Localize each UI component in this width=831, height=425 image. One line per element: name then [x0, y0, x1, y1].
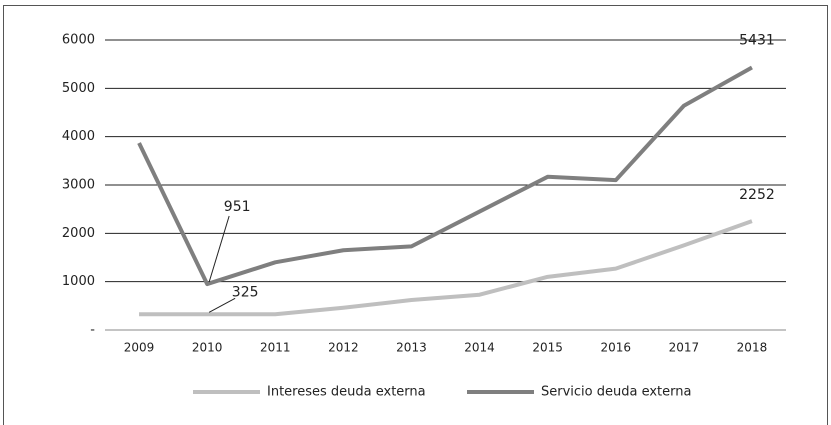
x-tick-label: 2011: [260, 341, 291, 355]
y-tick-label: 6000: [62, 33, 95, 48]
data-label: 5431: [739, 33, 775, 49]
data-label: 325: [232, 284, 259, 300]
series-line: [137, 65, 753, 287]
x-tick-label: 2018: [737, 341, 768, 355]
y-tick-label: 5000: [62, 81, 95, 96]
x-tick-label: 2013: [396, 341, 427, 355]
x-tick-label: 2010: [192, 341, 223, 355]
legend-label: Intereses deuda externa: [267, 385, 426, 400]
y-tick-label: 4000: [62, 129, 95, 144]
y-tick-label: 3000: [62, 178, 95, 193]
data-label: 951: [224, 199, 251, 215]
y-tick-label: 2000: [62, 226, 95, 241]
x-tick-label: 2016: [600, 341, 631, 355]
x-tick-label: 2014: [464, 341, 495, 355]
x-tick-label: 2009: [124, 341, 155, 355]
data-label: 2252: [739, 187, 775, 203]
leader-line: [208, 297, 236, 313]
series-line: [139, 219, 753, 317]
y-tick-label: 1000: [62, 274, 95, 289]
leader-line: [208, 215, 230, 283]
x-tick-label: 2015: [532, 341, 563, 355]
frame: [3, 5, 828, 425]
x-tick-label: 2017: [669, 341, 700, 355]
legend-label: Servicio deuda externa: [541, 385, 691, 400]
x-tick-label: 2012: [328, 341, 359, 355]
y-tick-label: -: [90, 323, 95, 338]
